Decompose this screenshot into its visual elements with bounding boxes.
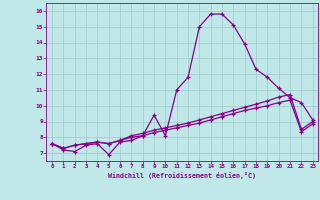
- X-axis label: Windchill (Refroidissement éolien,°C): Windchill (Refroidissement éolien,°C): [108, 172, 256, 179]
